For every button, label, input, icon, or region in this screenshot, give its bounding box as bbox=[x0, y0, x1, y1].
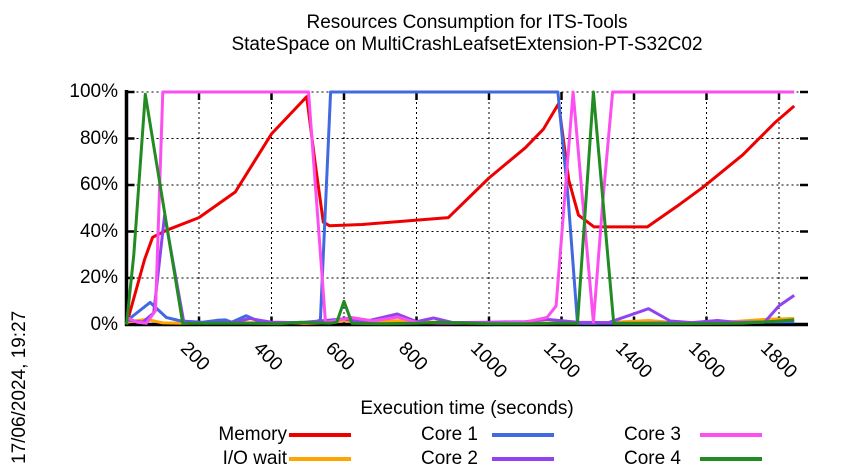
legend-swatch-memory bbox=[289, 433, 351, 437]
chart-title-line2: StateSpace on MultiCrashLeafsetExtension… bbox=[231, 34, 703, 55]
y-tick-label: 20% bbox=[79, 267, 118, 288]
legend-swatch-core-2 bbox=[492, 457, 554, 461]
x-axis-label: Execution time (seconds) bbox=[360, 398, 574, 419]
y-tick-label: 0% bbox=[90, 313, 118, 335]
y-tick-label: 40% bbox=[79, 220, 118, 242]
y-tick-label: 80% bbox=[79, 127, 118, 149]
legend-swatch-core-1 bbox=[492, 433, 554, 437]
legend-label-core-1: Core 1 bbox=[420, 424, 478, 445]
legend-swatch-core-4 bbox=[700, 457, 762, 461]
legend-swatch-core-3 bbox=[700, 433, 762, 437]
legend-label-memory: Memory bbox=[218, 424, 287, 445]
series-line-core-4 bbox=[125, 90, 795, 326]
y-tick-label: 60% bbox=[79, 174, 118, 195]
series-line-memory bbox=[125, 95, 796, 325]
y-tick-label: 100% bbox=[69, 81, 118, 102]
legend-label-i-o-wait: I/O wait bbox=[222, 448, 287, 469]
legend-label-core-4: Core 4 bbox=[623, 448, 681, 469]
legend-swatch-i-o-wait bbox=[289, 457, 351, 461]
legend-label-core-3: Core 3 bbox=[623, 424, 681, 445]
chart-title-line1: Resources Consumption for ITS-Tools bbox=[306, 12, 628, 33]
date-stamp: 17/06/2024, 19:27 bbox=[9, 310, 30, 464]
legend-label-core-2: Core 2 bbox=[420, 448, 478, 469]
